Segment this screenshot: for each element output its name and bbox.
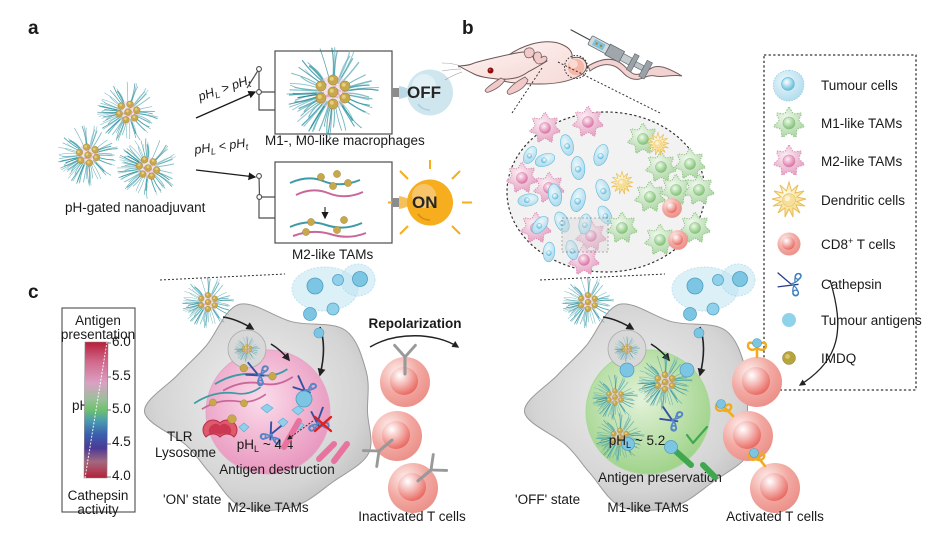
svg-text:pHL > pHt: pHL > pHt xyxy=(195,73,252,106)
svg-text:M2-like TAMs: M2-like TAMs xyxy=(821,154,903,169)
svg-text:CD8+ T cells: CD8+ T cells xyxy=(821,236,896,252)
svg-text:5.0: 5.0 xyxy=(112,401,131,416)
svg-text:5.5: 5.5 xyxy=(112,368,131,383)
svg-text:Antigen: Antigen xyxy=(75,313,121,328)
svg-text:b: b xyxy=(462,18,474,39)
svg-text:TLR: TLR xyxy=(167,429,193,444)
svg-text:a: a xyxy=(28,18,39,39)
svg-text:Repolarization: Repolarization xyxy=(368,316,461,331)
svg-text:Inactivated T cells: Inactivated T cells xyxy=(358,509,466,524)
svg-text:pH-gated nanoadjuvant: pH-gated nanoadjuvant xyxy=(65,200,206,215)
svg-text:Tumour cells: Tumour cells xyxy=(821,78,898,93)
svg-text:Antigen preservation: Antigen preservation xyxy=(598,470,722,485)
svg-text:M2-like TAMs: M2-like TAMs xyxy=(292,247,374,262)
svg-text:Dendritic cells: Dendritic cells xyxy=(821,193,905,208)
svg-text:IMDQ: IMDQ xyxy=(821,351,856,366)
svg-text:Antigen destruction: Antigen destruction xyxy=(219,462,335,477)
svg-text:Cathepsin: Cathepsin xyxy=(821,277,882,292)
svg-text:4.0: 4.0 xyxy=(112,468,131,483)
svg-text:activity: activity xyxy=(77,502,119,517)
svg-text:OFF: OFF xyxy=(407,83,441,102)
svg-text:Cathepsin: Cathepsin xyxy=(68,488,129,503)
svg-text:M1-like TAMs: M1-like TAMs xyxy=(821,116,903,131)
svg-text:Tumour antigens: Tumour antigens xyxy=(821,313,922,328)
svg-text:pHL < pHt: pHL < pHt xyxy=(192,136,249,160)
svg-text:6.0: 6.0 xyxy=(112,334,131,349)
svg-text:c: c xyxy=(28,282,39,303)
svg-text:Lysosome: Lysosome xyxy=(155,445,216,460)
svg-text:M2-like TAMs: M2-like TAMs xyxy=(227,500,309,515)
svg-text:pHL ~ 5.2: pHL ~ 5.2 xyxy=(609,433,665,450)
svg-text:ON: ON xyxy=(412,193,438,212)
svg-text:'ON' state: 'ON' state xyxy=(163,492,221,507)
svg-text:M1-like TAMs: M1-like TAMs xyxy=(607,500,689,515)
svg-text:4.5: 4.5 xyxy=(112,434,131,449)
svg-text:'OFF' state: 'OFF' state xyxy=(515,492,580,507)
svg-text:M1-, M0-like macrophages: M1-, M0-like macrophages xyxy=(265,133,425,148)
svg-text:Activated T cells: Activated T cells xyxy=(726,509,824,524)
